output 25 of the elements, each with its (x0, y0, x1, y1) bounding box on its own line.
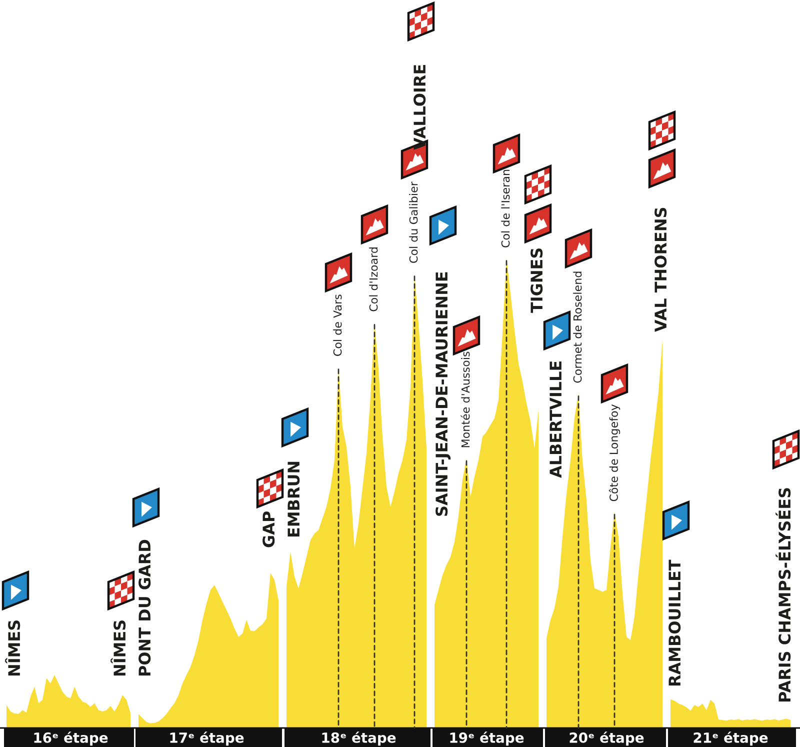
annotation: NÎMES (110, 620, 126, 676)
annotation: PARIS CHAMPS-ÉLYSÉES (776, 488, 791, 702)
annotation: Côte de Longefoy (608, 404, 620, 502)
annotation: ALBERTVILLE (550, 362, 562, 478)
annotation: EMBRUN (288, 462, 300, 537)
annotation: RAMBOUILLET (668, 560, 681, 686)
x-tick-label: 19ᵉ étape (450, 732, 524, 746)
x-tick-label: 17ᵉ étape (170, 732, 244, 746)
annotation: TIGNES (530, 248, 543, 313)
annotation: NÎMES (5, 620, 20, 676)
annotation: GAP (262, 511, 275, 548)
annotation: Montée d'Aussois (460, 352, 470, 448)
x-tick-label: 16ᵉ étape (34, 732, 108, 746)
annotation: Col de Vars (333, 294, 342, 356)
annotation: VAL THORENS (654, 208, 667, 332)
annotation: SAINT-JEAN-DE-MAURIENNE (436, 272, 451, 516)
annotation: Col de l'Iseran (501, 170, 510, 248)
text: VALLOIRE (414, 65, 426, 150)
annotation: PONT DU GARD (138, 540, 151, 676)
annotation: Cormet de Roselend (573, 272, 582, 383)
x-tick-label: 18ᵉ étape (322, 732, 396, 746)
annotation: Col du Galibier (409, 182, 418, 263)
annotation: Col d'Izoard (369, 248, 378, 312)
x-tick-label: 21ᵉ étape (694, 732, 768, 746)
x-tick-label: 20ᵉ étape (570, 732, 644, 746)
